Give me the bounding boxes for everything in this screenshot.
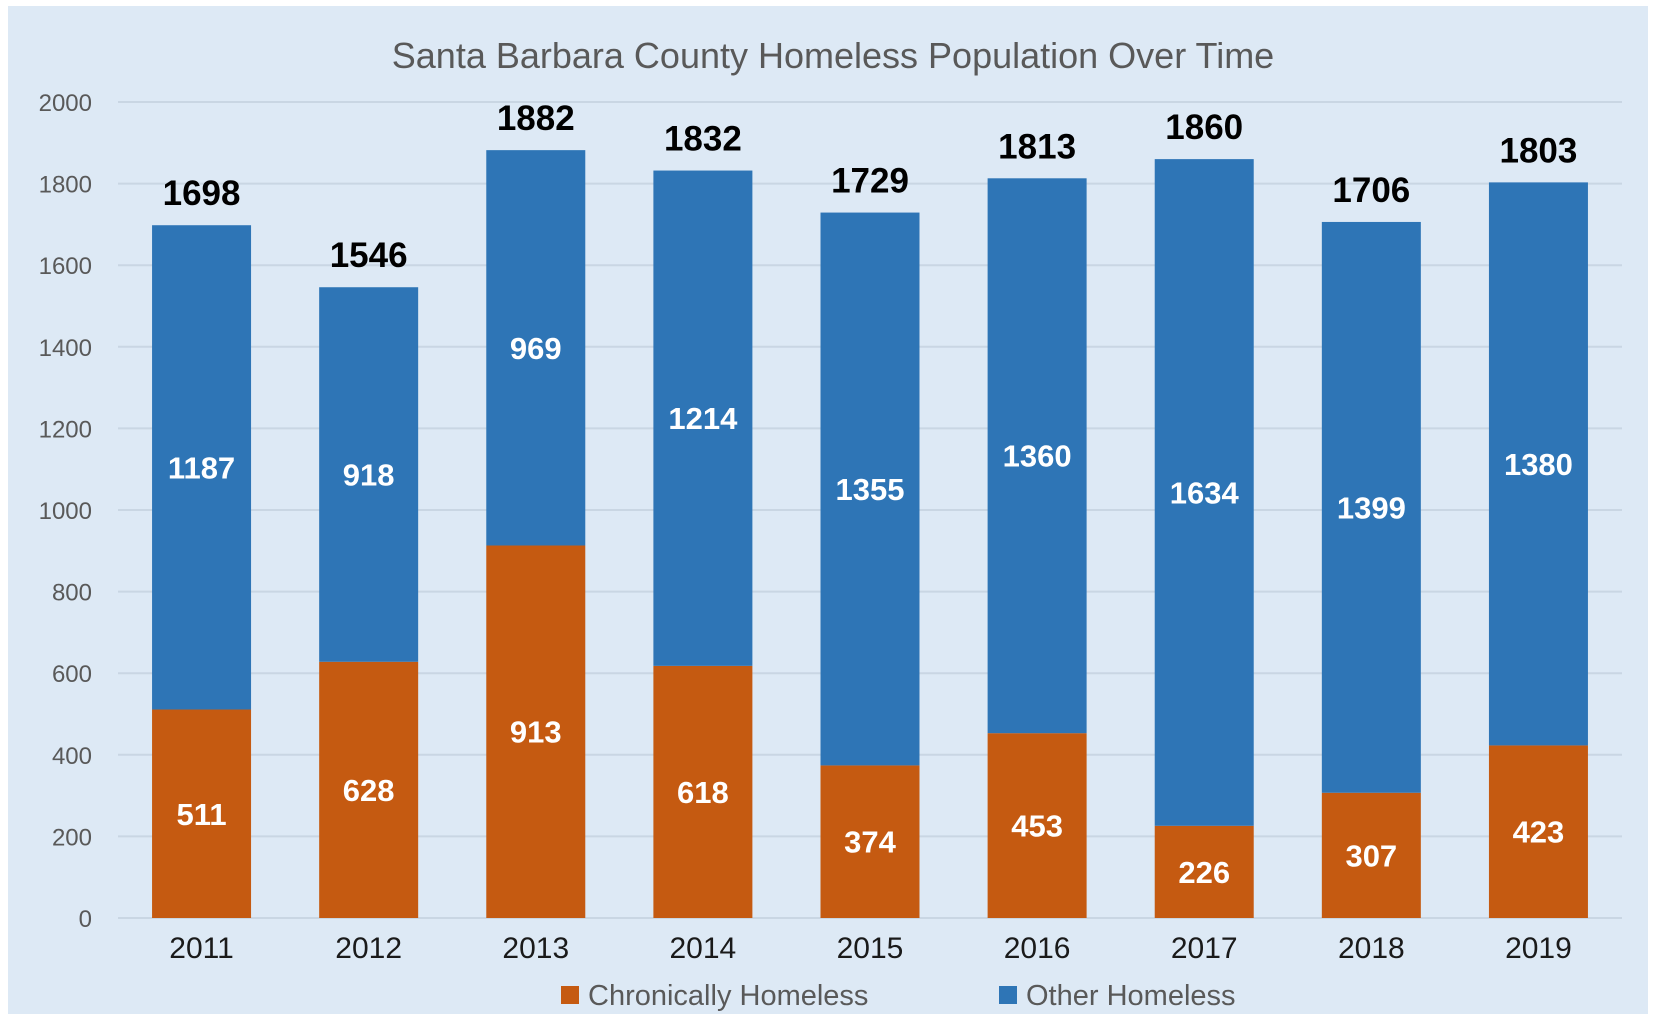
x-tick-label: 2018 <box>1338 932 1405 965</box>
legend-swatch <box>561 986 579 1004</box>
y-tick-label: 400 <box>52 743 92 770</box>
data-label-chronically-homeless: 226 <box>1178 855 1230 890</box>
data-label-chronically-homeless: 511 <box>177 797 227 832</box>
data-label-other-homeless: 1380 <box>1504 447 1573 482</box>
data-label-chronically-homeless: 453 <box>1011 809 1063 844</box>
total-label: 1706 <box>1332 171 1410 210</box>
bar-chronically-homeless <box>319 661 419 918</box>
data-label-other-homeless: 1360 <box>1003 439 1072 474</box>
data-label-other-homeless: 1634 <box>1170 475 1240 510</box>
x-tick-label: 2015 <box>837 932 904 965</box>
y-tick-label: 1400 <box>39 335 92 362</box>
total-label: 1698 <box>163 174 241 213</box>
total-label: 1832 <box>664 120 742 159</box>
bar-chronically-homeless <box>987 733 1087 918</box>
data-label-other-homeless: 918 <box>343 458 395 493</box>
data-label-chronically-homeless: 307 <box>1345 838 1397 873</box>
total-label: 1729 <box>831 162 909 201</box>
legend-swatch <box>999 986 1017 1004</box>
legend-item-other-homeless: Other Homeless <box>999 980 1236 1012</box>
data-label-chronically-homeless: 374 <box>844 825 896 860</box>
y-tick-label: 1800 <box>39 172 92 199</box>
bar-other-homeless <box>486 150 586 546</box>
total-label: 1813 <box>998 127 1076 166</box>
bar-other-homeless <box>1154 159 1254 826</box>
x-tick-label: 2016 <box>1004 932 1071 965</box>
data-label-other-homeless: 1214 <box>668 401 738 436</box>
bar-other-homeless <box>319 287 419 662</box>
data-label-chronically-homeless: 618 <box>677 775 729 810</box>
bar-other-homeless <box>1321 221 1421 793</box>
x-tick-label: 2019 <box>1505 932 1572 965</box>
x-axis-ticks: 2011 2012 2013 2014 2015 2016 2017 2018 2019 <box>169 932 1572 965</box>
legend-label: Other Homeless <box>1026 980 1236 1012</box>
data-labels: 511 1187 1698 628 918 1546 913 969 1882 618 1214 18… <box>163 99 1578 890</box>
bar-chronically-homeless <box>653 665 753 918</box>
total-label: 1860 <box>1165 108 1243 147</box>
data-label-other-homeless: 1187 <box>168 450 235 485</box>
y-axis-ticks: 0 200 400 600 800 1000 1200 1400 1600 1800 2000 <box>39 90 92 933</box>
bar-chronically-homeless <box>1321 792 1421 918</box>
bars <box>152 150 1588 918</box>
y-tick-label: 2000 <box>39 90 92 117</box>
x-tick-label: 2013 <box>502 932 569 965</box>
y-tick-label: 0 <box>79 906 92 933</box>
bar-chronically-homeless <box>152 709 252 918</box>
data-label-other-homeless: 1399 <box>1337 490 1406 525</box>
data-label-chronically-homeless: 913 <box>510 715 562 750</box>
legend-label: Chronically Homeless <box>588 980 868 1012</box>
total-label: 1882 <box>497 99 575 138</box>
bar-other-homeless <box>820 212 920 766</box>
y-tick-label: 1600 <box>39 253 92 280</box>
x-tick-label: 2012 <box>335 932 402 965</box>
x-tick-label: 2011 <box>169 932 234 965</box>
x-tick-label: 2017 <box>1171 932 1238 965</box>
data-label-other-homeless: 1355 <box>836 472 905 507</box>
data-label-chronically-homeless: 423 <box>1513 815 1565 850</box>
legend-item-chronically-homeless: Chronically Homeless <box>561 980 868 1012</box>
chart-title: Santa Barbara County Homeless Population… <box>392 35 1274 76</box>
y-tick-label: 1200 <box>39 416 92 443</box>
bar-chronically-homeless <box>820 765 920 918</box>
bar-other-homeless <box>1488 182 1588 746</box>
y-tick-label: 200 <box>52 824 92 851</box>
y-tick-label: 800 <box>52 580 92 607</box>
data-label-other-homeless: 969 <box>510 331 562 366</box>
y-tick-label: 1000 <box>39 498 92 525</box>
bar-chronically-homeless <box>1488 745 1588 918</box>
total-label: 1546 <box>330 236 408 275</box>
bar-chronically-homeless <box>1154 825 1254 918</box>
bar-other-homeless <box>653 170 753 666</box>
total-label: 1803 <box>1500 131 1578 170</box>
x-tick-label: 2014 <box>670 932 737 965</box>
legend: Chronically Homeless Other Homeless <box>561 980 1236 1012</box>
data-label-chronically-homeless: 628 <box>343 773 395 808</box>
bar-other-homeless <box>152 225 252 710</box>
bar-other-homeless <box>987 178 1087 734</box>
bar-chronically-homeless <box>486 545 586 918</box>
y-tick-label: 600 <box>52 661 92 688</box>
